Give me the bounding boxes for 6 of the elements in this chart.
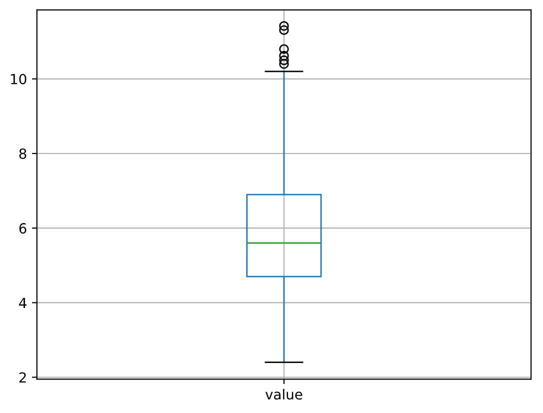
y-tick-label: 6	[19, 223, 26, 234]
y-tick-label: 4	[19, 298, 26, 308]
x-tick-label: value	[265, 388, 302, 400]
y-tick-label: 10	[11, 74, 26, 84]
y-tick-label: 2	[19, 372, 26, 383]
y-tick-label: 8	[19, 148, 26, 159]
